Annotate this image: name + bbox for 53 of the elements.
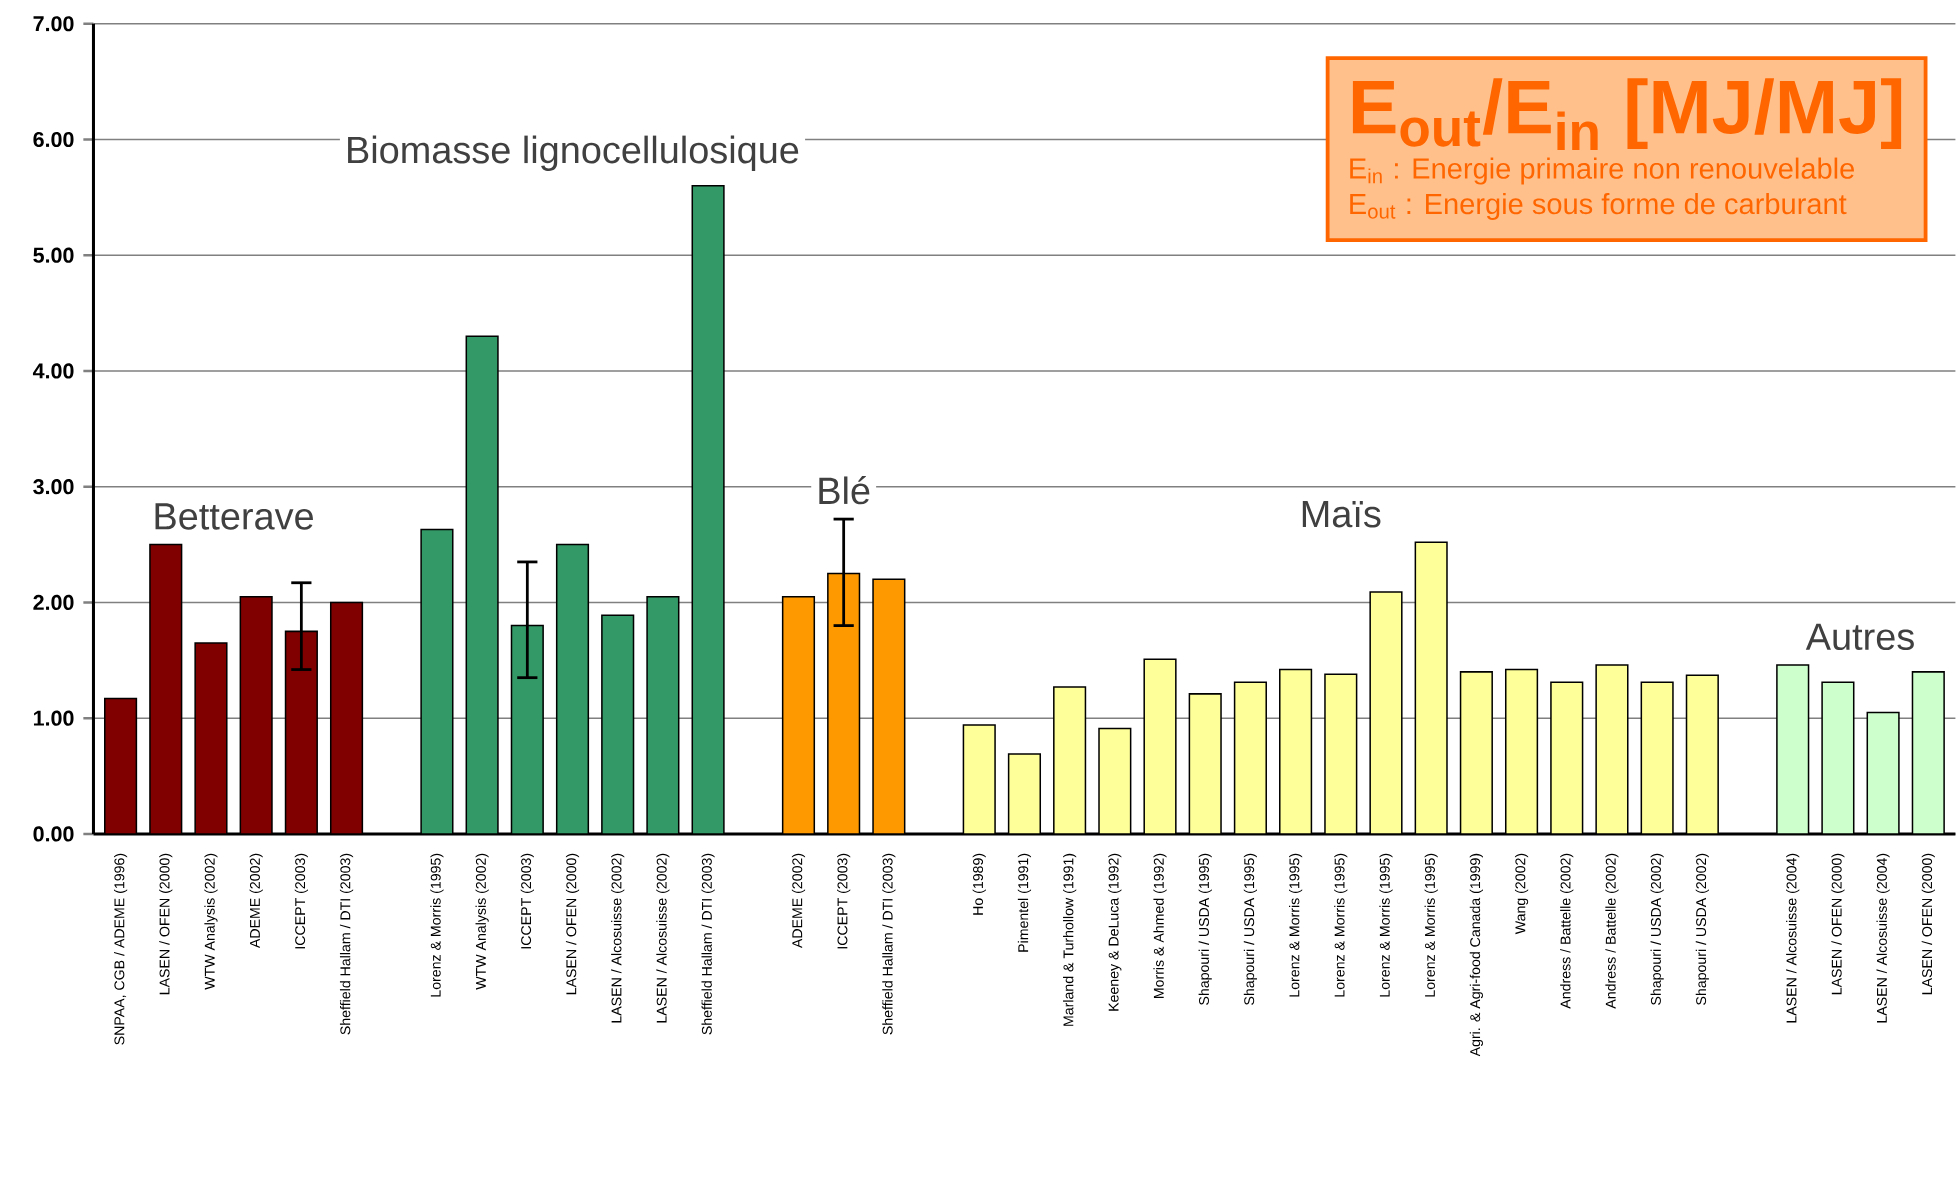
x-tick-label: Andress / Battelle (2002) <box>1605 853 1619 1009</box>
x-tick-label: Wang (2002) <box>1514 853 1529 934</box>
x-tick-label: SNPAA, CGB / ADEME (1996) <box>113 853 128 1045</box>
x-tick-label: ADEME (2002) <box>791 853 806 948</box>
series-label: Autres <box>1805 623 1914 650</box>
y-tick-label: 6.00 <box>33 131 74 147</box>
x-tick-label: LASEN / OFEN (2000) <box>1921 853 1935 994</box>
y-tick-label: 1.00 <box>33 710 74 726</box>
x-tick-label: Shapouri / USDA (1995) <box>1198 853 1212 1005</box>
x-tick-label: LASEN / OFEN (2000) <box>1831 853 1845 994</box>
x-tick-label: Marland & Turhollow (1991) <box>1063 853 1077 1026</box>
annotation: E$_{out}$ : Energie sous forme de carburant <box>1350 192 1847 220</box>
annotation: E$_{in}$ : Energie primaire non renouvelable <box>1350 157 1854 185</box>
x-tick-label: ADEME (2002) <box>249 853 263 948</box>
x-tick-label: Lorenz & Morris (1995) <box>1289 853 1303 997</box>
series-label: Betterave <box>155 503 313 530</box>
y-tick-label: 0.00 <box>33 826 74 842</box>
x-tick-label: LASEN / OFEN (2000) <box>159 853 173 994</box>
x-tick-label: LASEN / Alcosuisse (2004) <box>1786 853 1800 1023</box>
x-tick-label: Agri. & Agri-food Canada (1999) <box>1469 853 1483 1057</box>
x-tick-label: LASEN / Alcosuisse (2004) <box>1876 853 1890 1023</box>
x-tick-label: Lorenz & Morris (1995) <box>1334 853 1348 997</box>
x-tick-label: LASEN / Alcosuisse (2002) <box>611 853 625 1023</box>
x-tick-label: LASEN / OFEN (2000) <box>565 853 580 994</box>
y-tick-label: 5.00 <box>33 247 74 263</box>
x-tick-label: Keeney & DeLuca (1992) <box>1108 853 1122 1011</box>
x-tick-label: ICCEPT (2003) <box>520 853 534 949</box>
x-tick-label: Ho (1989) <box>972 853 986 915</box>
chart-title: E$_{out}$/E$_{in}$ [MJ/MJ] <box>1352 78 1902 150</box>
x-tick-label: Andress / Battelle (2002) <box>1560 853 1574 1009</box>
x-tick-label: ICCEPT (2003) <box>837 853 851 949</box>
y-tick-label: 2.00 <box>33 594 74 610</box>
x-tick-label: Lorenz & Morris (1995) <box>1379 853 1393 997</box>
x-tick-label: Morris & Ahmed (1992) <box>1153 853 1167 998</box>
x-tick-label: Pimentel (1991) <box>1017 853 1032 952</box>
x-tick-label: Lorenz & Morris (1995) <box>1424 853 1438 997</box>
series-label: Blé <box>819 475 870 505</box>
y-tick-label: 4.00 <box>32 363 74 379</box>
y-tick-label: 3.00 <box>33 478 74 495</box>
x-tick-label: WTW Analysis (2002) <box>475 853 489 990</box>
series-label: Biomasse lignocellulosique <box>348 135 799 171</box>
x-tick-label: LASEN / Alcosuisse (2002) <box>656 853 670 1023</box>
x-tick-label: Shapouri / USDA (2002) <box>1650 853 1664 1005</box>
x-tick-label: Shapouri / USDA (1995) <box>1243 853 1257 1005</box>
x-tick-label: Sheffield Hallam / DTI (2003) <box>339 853 354 1035</box>
y-tick-label: 7.00 <box>33 15 74 32</box>
x-tick-label: Shapouri / USDA (2002) <box>1695 853 1709 1005</box>
x-tick-label: Sheffield Hallam / DTI (2003) <box>882 853 896 1035</box>
x-tick-label: ICCEPT (2003) <box>294 853 308 949</box>
x-tick-label: Sheffield Hallam / DTI (2003) <box>701 853 715 1035</box>
series-label: Maïs <box>1302 500 1381 528</box>
x-tick-label: Lorenz & Morris (1995) <box>430 853 444 997</box>
x-tick-label: WTW Analysis (2002) <box>204 853 218 990</box>
